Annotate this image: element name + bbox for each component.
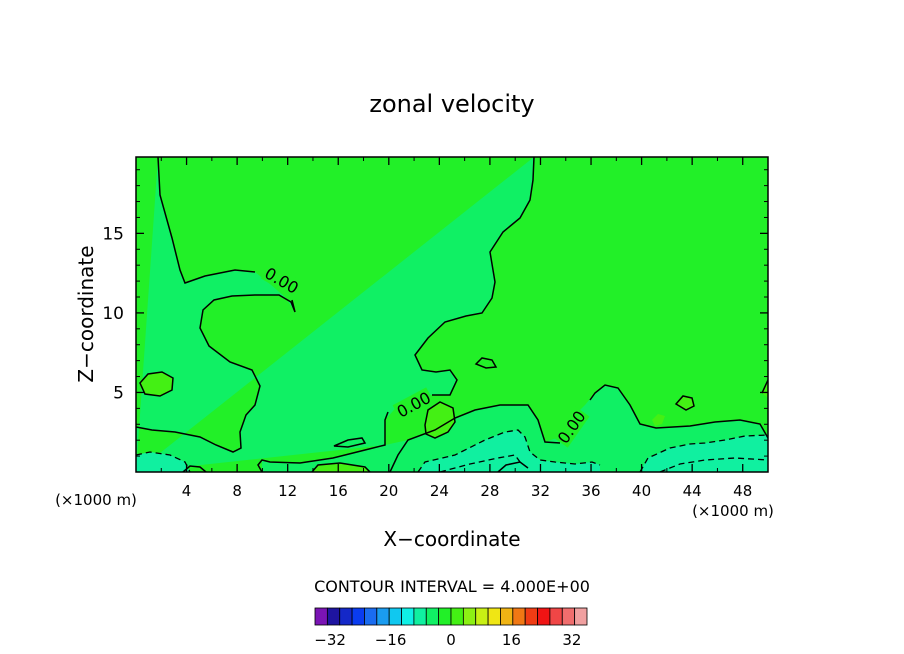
y-axis-label: Z−coordinate: [74, 245, 98, 382]
contour-line-zero: [761, 379, 768, 394]
x-tick-label: 36: [581, 482, 600, 500]
colorbar-swatch: [561, 607, 576, 626]
colorbar-swatch: [487, 607, 501, 626]
colorbar-swatch: [425, 607, 440, 626]
colorbar-swatch: [351, 607, 365, 626]
fill-region-4-to-8: [312, 463, 370, 472]
contour-line-minus8: [659, 457, 768, 472]
colorbar-swatch: [512, 607, 526, 626]
contour-line-zero: [414, 157, 535, 396]
y-ticks: 5 10 15: [102, 169, 768, 457]
colorbar-swatch: [314, 607, 328, 626]
x-tick-label: 32: [531, 482, 550, 500]
x-tick-label: 12: [278, 482, 297, 500]
x-tick-label: 40: [632, 482, 651, 500]
contour-lines: [136, 157, 768, 472]
colorbar-swatch: [376, 607, 390, 626]
colorbar-tick-label: 16: [502, 631, 521, 649]
fill-region-minus4-to-minus8: [640, 435, 768, 472]
x-tick-label: 16: [329, 482, 348, 500]
colorbar-swatch: [500, 607, 514, 626]
fill-region-4-to-8: [140, 372, 173, 396]
fill-region-4-to-8: [425, 402, 455, 438]
fill-region-minus4-to-minus8: [136, 452, 190, 472]
y-tick-label: 15: [102, 224, 124, 244]
x-tick-label: 28: [480, 482, 499, 500]
fill-region-0-to-minus4: [136, 157, 768, 472]
contour-line-minus4: [417, 429, 601, 472]
fill-region-4-to-8: [652, 414, 665, 426]
plot-frame: [135, 156, 769, 473]
colorbar-swatch: [438, 607, 452, 626]
colorbar-swatch: [388, 607, 402, 626]
contour-line-minus8: [439, 454, 521, 472]
contour-line-zero: [424, 401, 456, 439]
contour-label-bg: [260, 262, 303, 298]
colorbar-swatch: [413, 607, 427, 626]
contour-line-zero: [257, 411, 389, 472]
contour-line-zero: [389, 404, 561, 472]
colorbar-swatch: [475, 607, 489, 626]
contour-line-zero: [474, 357, 498, 369]
contour-line-zero: [497, 461, 529, 472]
colorbar-swatch: [326, 607, 341, 626]
x-tick-label: 4: [182, 482, 192, 500]
colorbar-swatch: [450, 607, 464, 626]
colorbar-tick-label: −16: [375, 631, 407, 649]
colorbar-tick-label: 0: [446, 631, 456, 649]
contour-field: [136, 157, 768, 472]
colorbar-swatch: [537, 607, 551, 626]
x-ticks: 4 8 12 16 20 24 28 32 36 40 44 48: [160, 157, 752, 500]
contour-line-zero: [333, 437, 367, 448]
fill-region-minus4-to-minus8: [418, 430, 600, 472]
x-tick-label: 24: [430, 482, 449, 500]
colorbar-swatch: [339, 607, 353, 626]
colorbar-swatch: [364, 607, 378, 626]
colorbar-swatch: [574, 607, 588, 626]
contour-label-bg: [392, 387, 435, 422]
contour-line-zero: [589, 384, 768, 439]
x-tick-label: 48: [733, 482, 752, 500]
colorbar-swatch: [401, 607, 415, 626]
x-unit-left: (×1000 m): [55, 491, 137, 509]
colorbar-tick-label: −32: [314, 631, 346, 649]
x-unit-right: (×1000 m): [692, 502, 774, 520]
y-tick-label: 5: [113, 383, 124, 403]
x-tick-label: 20: [379, 482, 398, 500]
contour-interval-text: CONTOUR INTERVAL = 4.000E+00: [314, 577, 590, 596]
colorbar-swatch: [549, 607, 563, 626]
colorbar-tick-labels: −32 −16 0 16 32: [314, 631, 581, 649]
x-tick-label: 44: [683, 482, 702, 500]
colorbar-swatch: [462, 607, 477, 626]
contour-line-zero: [311, 462, 371, 472]
contour-line-zero: [139, 371, 174, 397]
colorbar-tick-label: 32: [562, 631, 581, 649]
x-tick-label: 8: [232, 482, 242, 500]
contour-line-zero: [136, 294, 296, 453]
contour-line-zero: [157, 157, 256, 284]
y-tick-label: 10: [102, 304, 124, 324]
colorbar-swatch: [524, 607, 538, 626]
x-axis-label: X−coordinate: [383, 527, 520, 551]
contour-line-minus4: [639, 434, 768, 472]
contour-label-bg: [552, 406, 590, 448]
chart-title: zonal velocity: [369, 90, 534, 118]
colorbar: [314, 607, 588, 626]
contour-line-zero: [674, 395, 695, 411]
